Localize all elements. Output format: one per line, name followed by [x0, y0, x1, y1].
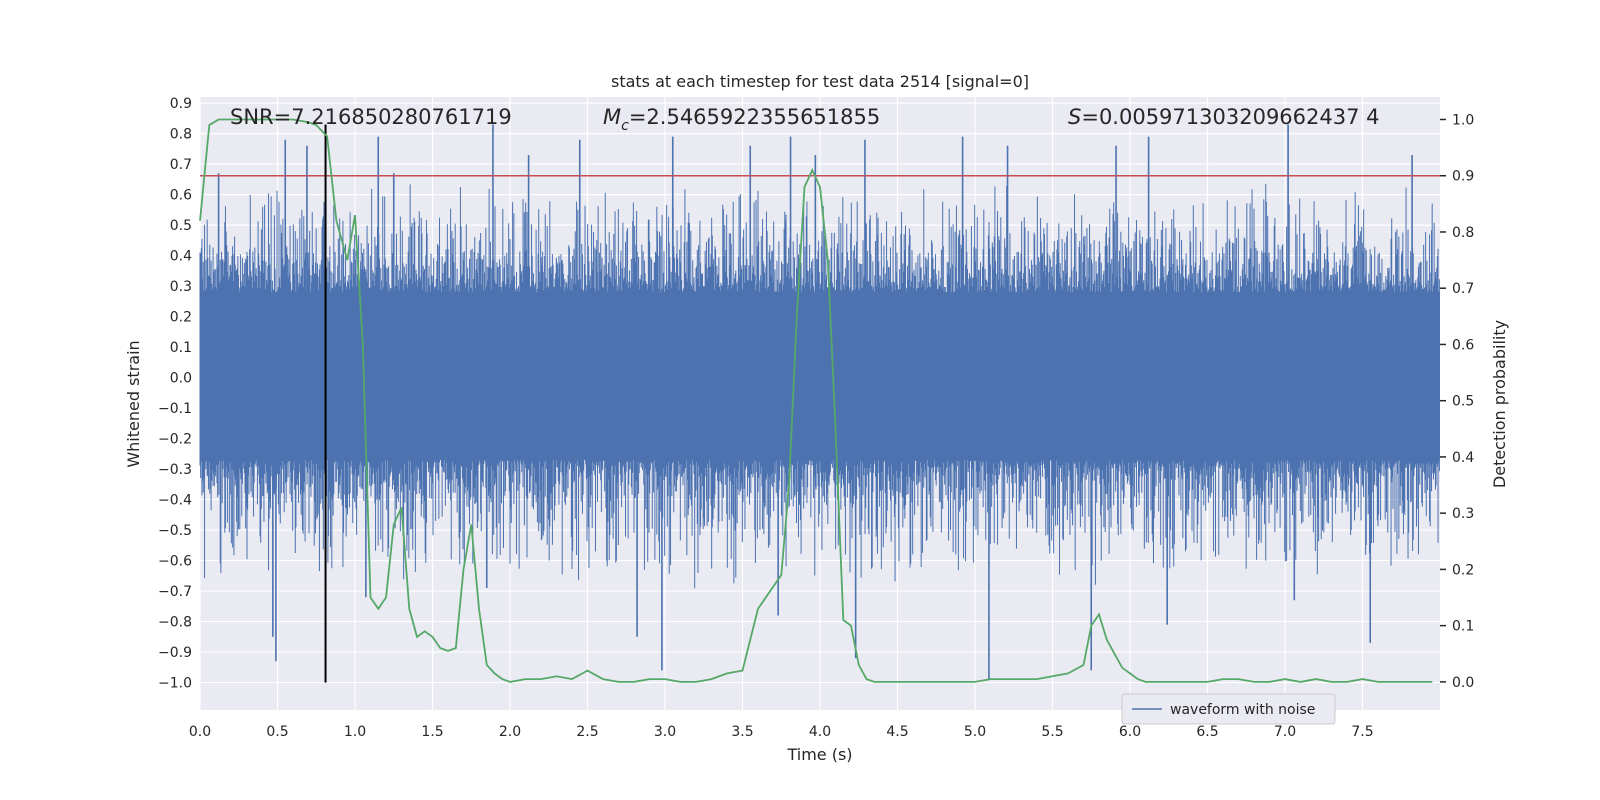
y-tick-label: 0.4: [170, 249, 192, 265]
y-tick-label: 0.2: [170, 310, 192, 326]
y-tick-label: 0.9: [170, 96, 192, 112]
x-tick-label: 2.5: [576, 724, 598, 740]
y-tick-label: 0.5: [170, 218, 192, 234]
x-tick-label: 1.0: [344, 724, 366, 740]
probability-group: [199, 118, 1433, 683]
y-tick-label: 0.3: [170, 279, 192, 295]
x-tick-label: 3.5: [731, 724, 753, 740]
x-tick-label: 3.0: [654, 724, 676, 740]
x-tick-label: 6.0: [1119, 724, 1141, 740]
y-right-tick-label: 0.5: [1452, 394, 1474, 410]
y-tick-label: −1.0: [158, 676, 192, 692]
y-tick-label: −0.3: [158, 462, 192, 478]
y-right-tick-label: 0.8: [1452, 225, 1474, 241]
y-right-tick-label: 0.2: [1452, 562, 1474, 578]
s-symbol: S: [1068, 105, 1081, 129]
x-tick-label: 5.0: [964, 724, 986, 740]
x-axis-label: Time (s): [786, 745, 852, 764]
y-tick-label: −0.9: [158, 645, 192, 661]
y-right-tick-label: 0.6: [1452, 337, 1474, 353]
y-right-tick-label: 0.9: [1452, 169, 1474, 185]
x-tick-labels: 0.0 0.5 1.0 1.5 2.0 2.5 3.0 3.5 4.0 4.5 5.0 5.5 6.0 6…: [189, 724, 1374, 740]
y-tick-label: 0.7: [170, 157, 192, 173]
y-tick-label: 0.1: [170, 340, 192, 356]
y-right-tick-label: 0.3: [1452, 506, 1474, 522]
y-right-tick-label: 0.4: [1452, 450, 1474, 466]
y-tick-labels: 0.9 0.8 0.7 0.6 0.5 0.4 0.3 0.2 0.1 0.0 −0.1 −0.2 −0…: [158, 96, 192, 691]
x-tick-label: 0.5: [266, 724, 288, 740]
x-tick-label: 7.5: [1351, 724, 1373, 740]
y-tick-label: −0.4: [158, 493, 192, 509]
chirp-mass-annotation: Mc=2.5465922355651855: [603, 105, 880, 134]
x-tick-label: 4.5: [886, 724, 908, 740]
chart-title: stats at each timestep for test data 251…: [611, 72, 1029, 91]
x-tick-label: 1.5: [421, 724, 443, 740]
legend-box: [1121, 693, 1336, 725]
x-tick-label: 5.5: [1041, 724, 1063, 740]
y-tick-label: −0.1: [158, 401, 192, 417]
legend: waveform with noise: [1121, 693, 1336, 725]
y-tick-label: −0.5: [158, 523, 192, 539]
y-tick-label: 0.8: [170, 127, 192, 143]
y-tick-label: 0.0: [170, 371, 192, 387]
y-right-axis-label: Detection probability: [1490, 320, 1509, 488]
chirp-mass-symbol: M: [603, 105, 621, 129]
y-tick-label: 0.6: [170, 188, 192, 204]
y-tick-label: −0.2: [158, 432, 192, 448]
probability-line: [199, 118, 1433, 683]
chirp-mass-subscript: c: [621, 118, 629, 134]
s-value: =0.005971303209662437 4: [1081, 105, 1379, 129]
y-right-tick-label: 0.7: [1452, 281, 1474, 297]
s-annotation: S=0.005971303209662437 4: [1068, 105, 1380, 129]
y-right-tick-label: 1.0: [1452, 112, 1474, 128]
y-tick-label: −0.6: [158, 554, 192, 570]
chirp-mass-value: =2.5465922355651855: [629, 105, 880, 129]
y-tick-label: −0.8: [158, 615, 192, 631]
waveform-series: [199, 124, 1440, 680]
y-axis-label: Whitened strain: [124, 340, 143, 467]
x-tick-label: 4.0: [809, 724, 831, 740]
x-tick-label: 2.0: [499, 724, 521, 740]
x-tick-label: 0.0: [189, 724, 211, 740]
x-tick-label: 6.5: [1196, 724, 1218, 740]
y-right-tick-labels: 1.0 0.9 0.8 0.7 0.6 0.5 0.4 0.3 0.2 0.1 0.0: [1440, 112, 1474, 691]
snr-annotation: SNR=7.216850280761719: [230, 105, 512, 129]
y-right-tick-label: 0.0: [1452, 675, 1474, 691]
waveform-noise: [199, 183, 1440, 589]
y-right-tick-label: 0.1: [1452, 619, 1474, 635]
y-tick-label: −0.7: [158, 584, 192, 600]
legend-label: waveform with noise: [1170, 702, 1315, 718]
x-tick-label: 7.0: [1274, 724, 1296, 740]
